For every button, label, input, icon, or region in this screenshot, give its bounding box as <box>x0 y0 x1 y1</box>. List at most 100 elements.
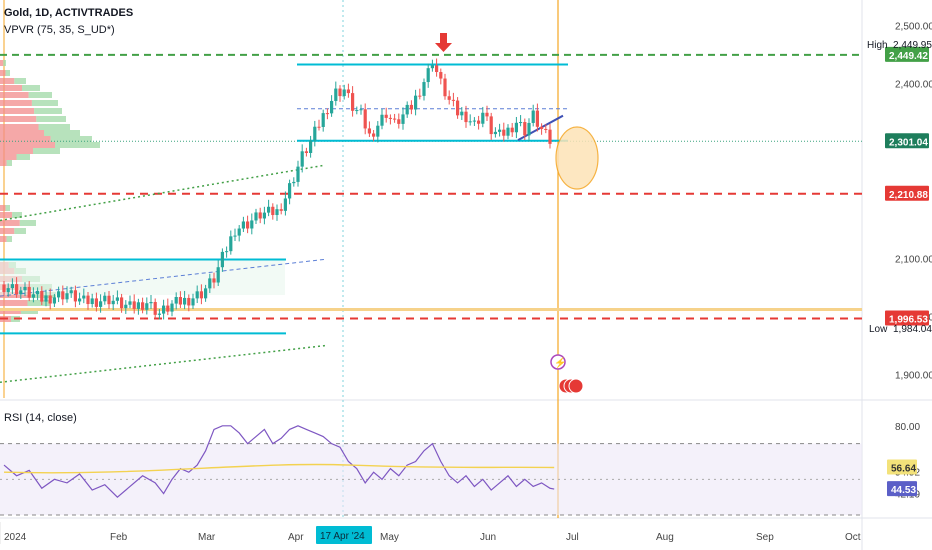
candle-body <box>376 125 380 137</box>
rsi-badge-label: 44.53 <box>891 485 916 496</box>
candle-body <box>73 290 77 302</box>
candle-body <box>52 297 56 304</box>
candle-body <box>216 267 220 283</box>
candle-body <box>23 286 27 291</box>
volume-profile-bar-sell <box>0 154 17 160</box>
volume-profile-bar-buy <box>3 60 6 66</box>
candle-body <box>86 295 90 305</box>
candle-body <box>334 88 338 101</box>
price-tick-label: 1,900.00 <box>895 371 932 382</box>
candle-body <box>57 291 61 298</box>
candle-body <box>514 122 518 133</box>
price-badge <box>885 310 929 326</box>
value-area-shade <box>0 260 285 295</box>
candle-body <box>351 93 355 111</box>
price-badge <box>885 46 929 62</box>
vpvr-indicator-label[interactable]: VPVR (75, 35, S_UD*) <box>4 24 115 36</box>
rsi-ma-line <box>3 463 555 474</box>
candle-body <box>498 129 502 132</box>
candle-body <box>447 96 451 100</box>
volume-profile-bar-buy <box>50 136 92 142</box>
candle-body <box>36 290 40 295</box>
candle-body <box>502 129 506 136</box>
time-axis-label: Oct <box>845 532 861 543</box>
time-axis-label: May <box>380 532 399 543</box>
candle-body <box>519 122 523 124</box>
price-badge-label: 2,449.42 <box>889 51 928 62</box>
candle-body <box>212 278 216 283</box>
candle-body <box>401 114 405 124</box>
candle-body <box>132 301 136 309</box>
volume-profile-bar-sell <box>0 70 6 76</box>
candle-body <box>489 116 493 135</box>
volume-profile-bar-sell <box>0 116 37 122</box>
candle-body <box>61 291 65 300</box>
candle-body <box>199 291 203 299</box>
candle-body <box>254 212 258 221</box>
volume-profile-bar-sell <box>0 78 15 84</box>
candle-body <box>31 294 35 298</box>
candle-body <box>141 302 145 310</box>
candle-body <box>456 100 460 116</box>
time-axis-label: Jun <box>480 532 496 543</box>
candle-body <box>178 297 182 305</box>
volume-profile-bar-buy <box>28 92 52 98</box>
candle-body <box>481 112 485 124</box>
candle-body <box>544 128 548 130</box>
candle-body <box>90 298 94 305</box>
volume-profile-bar-sell <box>0 148 33 154</box>
candle-body <box>124 304 128 309</box>
candle-body <box>439 72 443 79</box>
price-badge <box>885 185 929 201</box>
candle-body <box>246 221 250 229</box>
price-badge-label: 2,210.88 <box>889 190 928 201</box>
volume-profile-bar-buy <box>44 130 80 136</box>
candle-body <box>296 166 300 182</box>
candle-body <box>426 68 430 83</box>
symbol-title[interactable]: Gold, 1D, ACTIVTRADES <box>4 7 134 19</box>
candle-body <box>325 113 329 115</box>
candle-body <box>174 297 178 304</box>
candle-body <box>279 209 283 211</box>
candle-body <box>94 298 98 307</box>
volume-profile-bar-sell <box>0 108 35 114</box>
candle-body <box>191 298 195 306</box>
high-value: 2,449.95 <box>893 40 932 51</box>
volume-profile-bar-buy <box>33 148 60 154</box>
candle-body <box>149 301 153 304</box>
price-badge-label: 2,301.04 <box>889 137 928 148</box>
rsi-indicator-label[interactable]: RSI (14, close) <box>4 412 77 424</box>
candle-body <box>477 120 481 124</box>
candle-body <box>367 128 371 134</box>
candle-body <box>271 206 275 216</box>
candle-body <box>372 133 376 137</box>
event-lightning-icon <box>550 354 566 370</box>
candle-body <box>409 104 413 110</box>
candle-body <box>145 303 149 310</box>
candle-body <box>464 111 468 123</box>
candle-body <box>40 290 44 302</box>
candle-body <box>65 293 69 300</box>
candle-body <box>535 110 539 127</box>
trendline-lower-dotted <box>0 344 326 384</box>
cursor-time-badge <box>316 526 372 544</box>
volume-profile-bar-buy <box>34 108 62 114</box>
candle-body <box>258 212 262 219</box>
candle-body <box>19 290 23 295</box>
time-axis-label: Jul <box>566 532 579 543</box>
candle-body <box>136 302 140 309</box>
rsi-badge <box>887 481 917 497</box>
candle-body <box>220 251 224 268</box>
volume-profile-bar-sell <box>0 85 22 91</box>
candle-body <box>359 109 363 111</box>
candle-body <box>485 112 489 117</box>
cursor-time-label: 17 Apr '24 <box>320 531 365 542</box>
candle-body <box>346 89 350 94</box>
down-arrow-icon <box>435 33 452 52</box>
candle-body <box>283 198 287 211</box>
candle-body <box>187 297 191 306</box>
low-label: Low <box>869 324 888 335</box>
rsi-tick-label: 80.00 <box>895 422 920 433</box>
volume-profile-bar-sell <box>0 228 15 234</box>
